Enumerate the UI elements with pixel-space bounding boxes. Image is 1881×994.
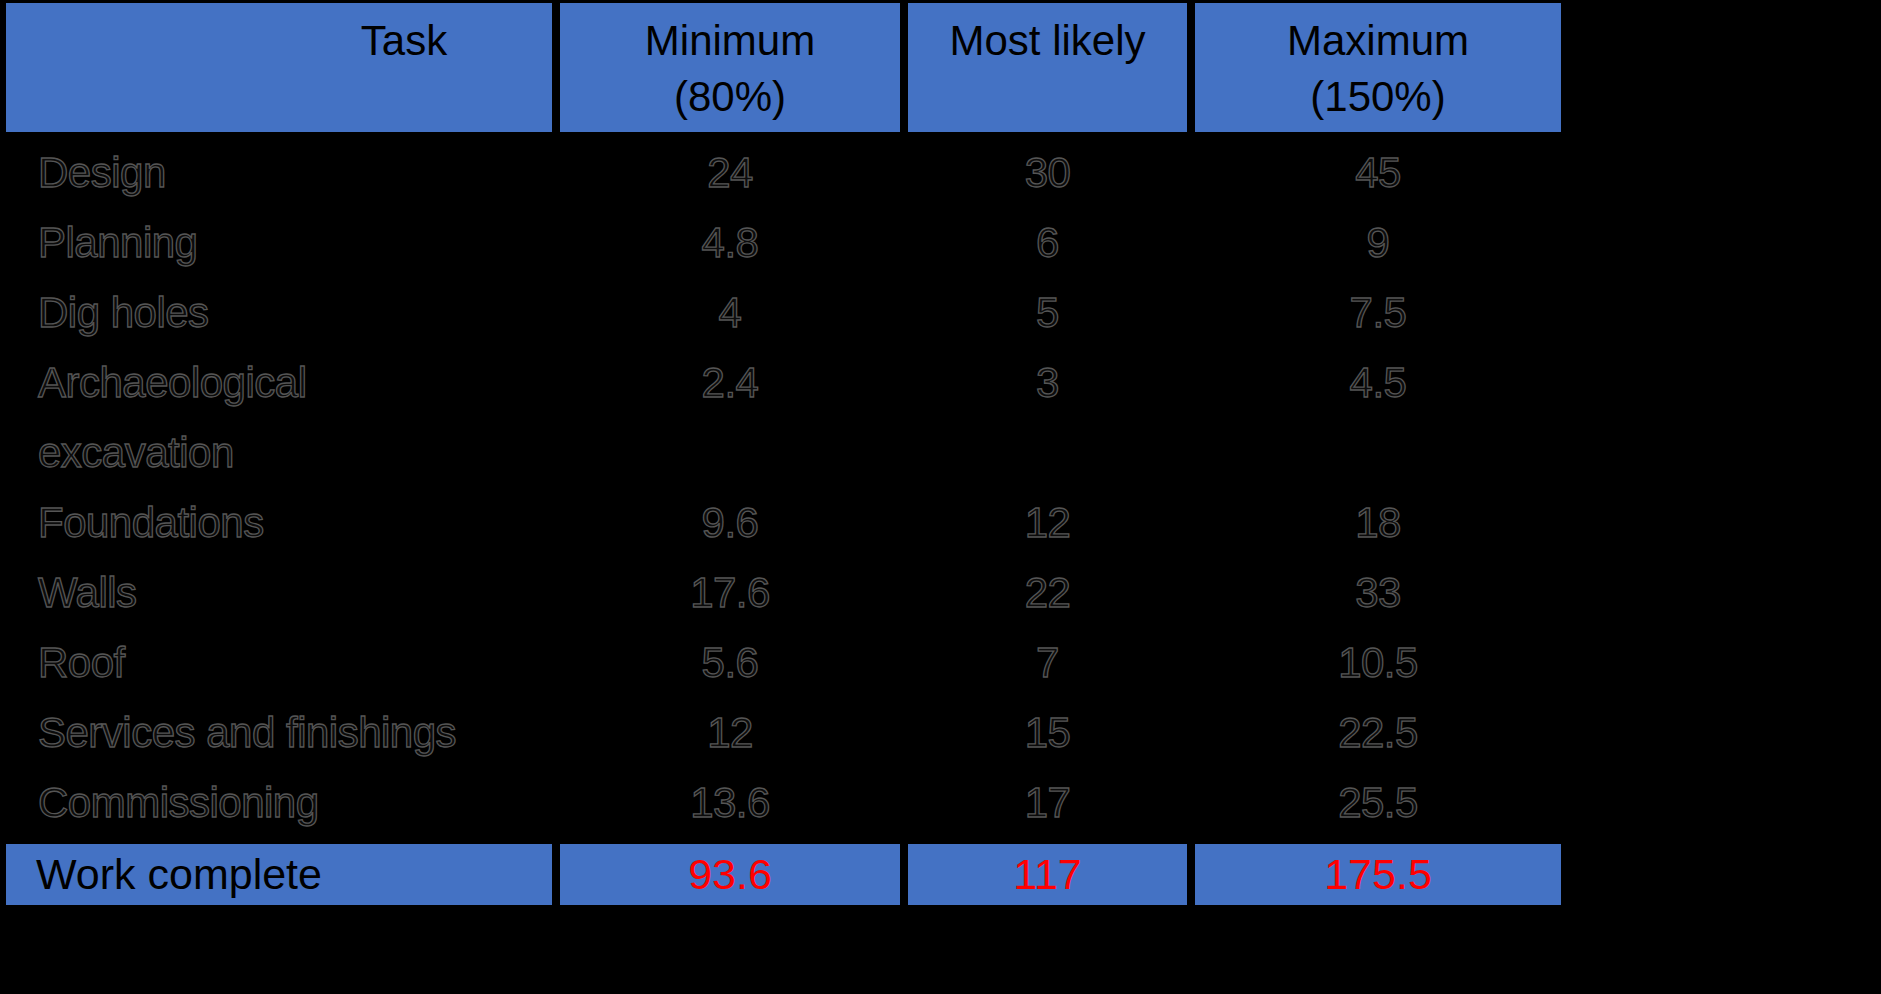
max-cell: 7.5	[1195, 278, 1561, 348]
max-cell: 18	[1195, 488, 1561, 558]
table-row: Roof5.6710.5	[6, 628, 1561, 698]
header-cell-maximum: Maximum (150%)	[1195, 3, 1561, 132]
likely-cell: 30	[908, 138, 1187, 208]
table-row: Walls17.62233	[6, 558, 1561, 628]
max-cell: 9	[1195, 208, 1561, 278]
total-label: Work complete	[6, 844, 552, 905]
min-cell: 9.6	[560, 488, 900, 558]
min-cell: 5.6	[560, 628, 900, 698]
min-cell: 4	[560, 278, 900, 348]
max-cell: 33	[1195, 558, 1561, 628]
table-row: Services and finishings121522.5	[6, 698, 1561, 768]
task-cell: Dig holes	[6, 278, 552, 348]
task-cell: Roof	[6, 628, 552, 698]
likely-cell: 17	[908, 768, 1187, 838]
likely-cell: 6	[908, 208, 1187, 278]
task-cell: Walls	[6, 558, 552, 628]
task-cell: Foundations	[6, 488, 552, 558]
min-cell: 13.6	[560, 768, 900, 838]
header-cell-task: Task	[6, 3, 552, 132]
likely-cell: 22	[908, 558, 1187, 628]
table-row: Foundations9.61218	[6, 488, 1561, 558]
task-cell: Planning	[6, 208, 552, 278]
header-cell-most-likely: Most likely	[908, 3, 1187, 132]
max-cell: 4.5	[1195, 348, 1561, 418]
task-cell: Commissioning	[6, 768, 552, 838]
table-row: Commissioning13.61725.5	[6, 768, 1561, 838]
min-cell: 17.6	[560, 558, 900, 628]
table-row: Planning4.869	[6, 208, 1561, 278]
max-cell: 25.5	[1195, 768, 1561, 838]
task-cell: Services and finishings	[6, 698, 552, 768]
likely-cell: 5	[908, 278, 1187, 348]
total-row: Work complete 93.6 117 175.5	[6, 844, 1561, 905]
min-cell: 24	[560, 138, 900, 208]
total-max-value: 175.5	[1195, 844, 1561, 905]
max-cell: 10.5	[1195, 628, 1561, 698]
max-cell: 45	[1195, 138, 1561, 208]
total-likely-value: 117	[908, 844, 1187, 905]
min-cell: 2.4	[560, 348, 900, 418]
task-cell: Archaeological excavation	[6, 348, 552, 488]
total-min-value: 93.6	[560, 844, 900, 905]
table-row: Design243045	[6, 138, 1561, 208]
table-row: Archaeological excavation2.434.5	[6, 348, 1561, 488]
max-cell: 22.5	[1195, 698, 1561, 768]
likely-cell: 12	[908, 488, 1187, 558]
task-cell: Design	[6, 138, 552, 208]
header-cell-minimum: Minimum (80%)	[560, 3, 900, 132]
table-row: Dig holes457.5	[6, 278, 1561, 348]
slide-background: Task Minimum (80%) Most likely Maximum (…	[0, 0, 1881, 994]
min-cell: 12	[560, 698, 900, 768]
likely-cell: 3	[908, 348, 1187, 418]
min-cell: 4.8	[560, 208, 900, 278]
likely-cell: 15	[908, 698, 1187, 768]
likely-cell: 7	[908, 628, 1187, 698]
header-row: Task Minimum (80%) Most likely Maximum (…	[6, 3, 1561, 132]
estimates-table: Task Minimum (80%) Most likely Maximum (…	[0, 0, 1561, 905]
table-body: Design243045Planning4.869Dig holes457.5A…	[6, 138, 1561, 838]
